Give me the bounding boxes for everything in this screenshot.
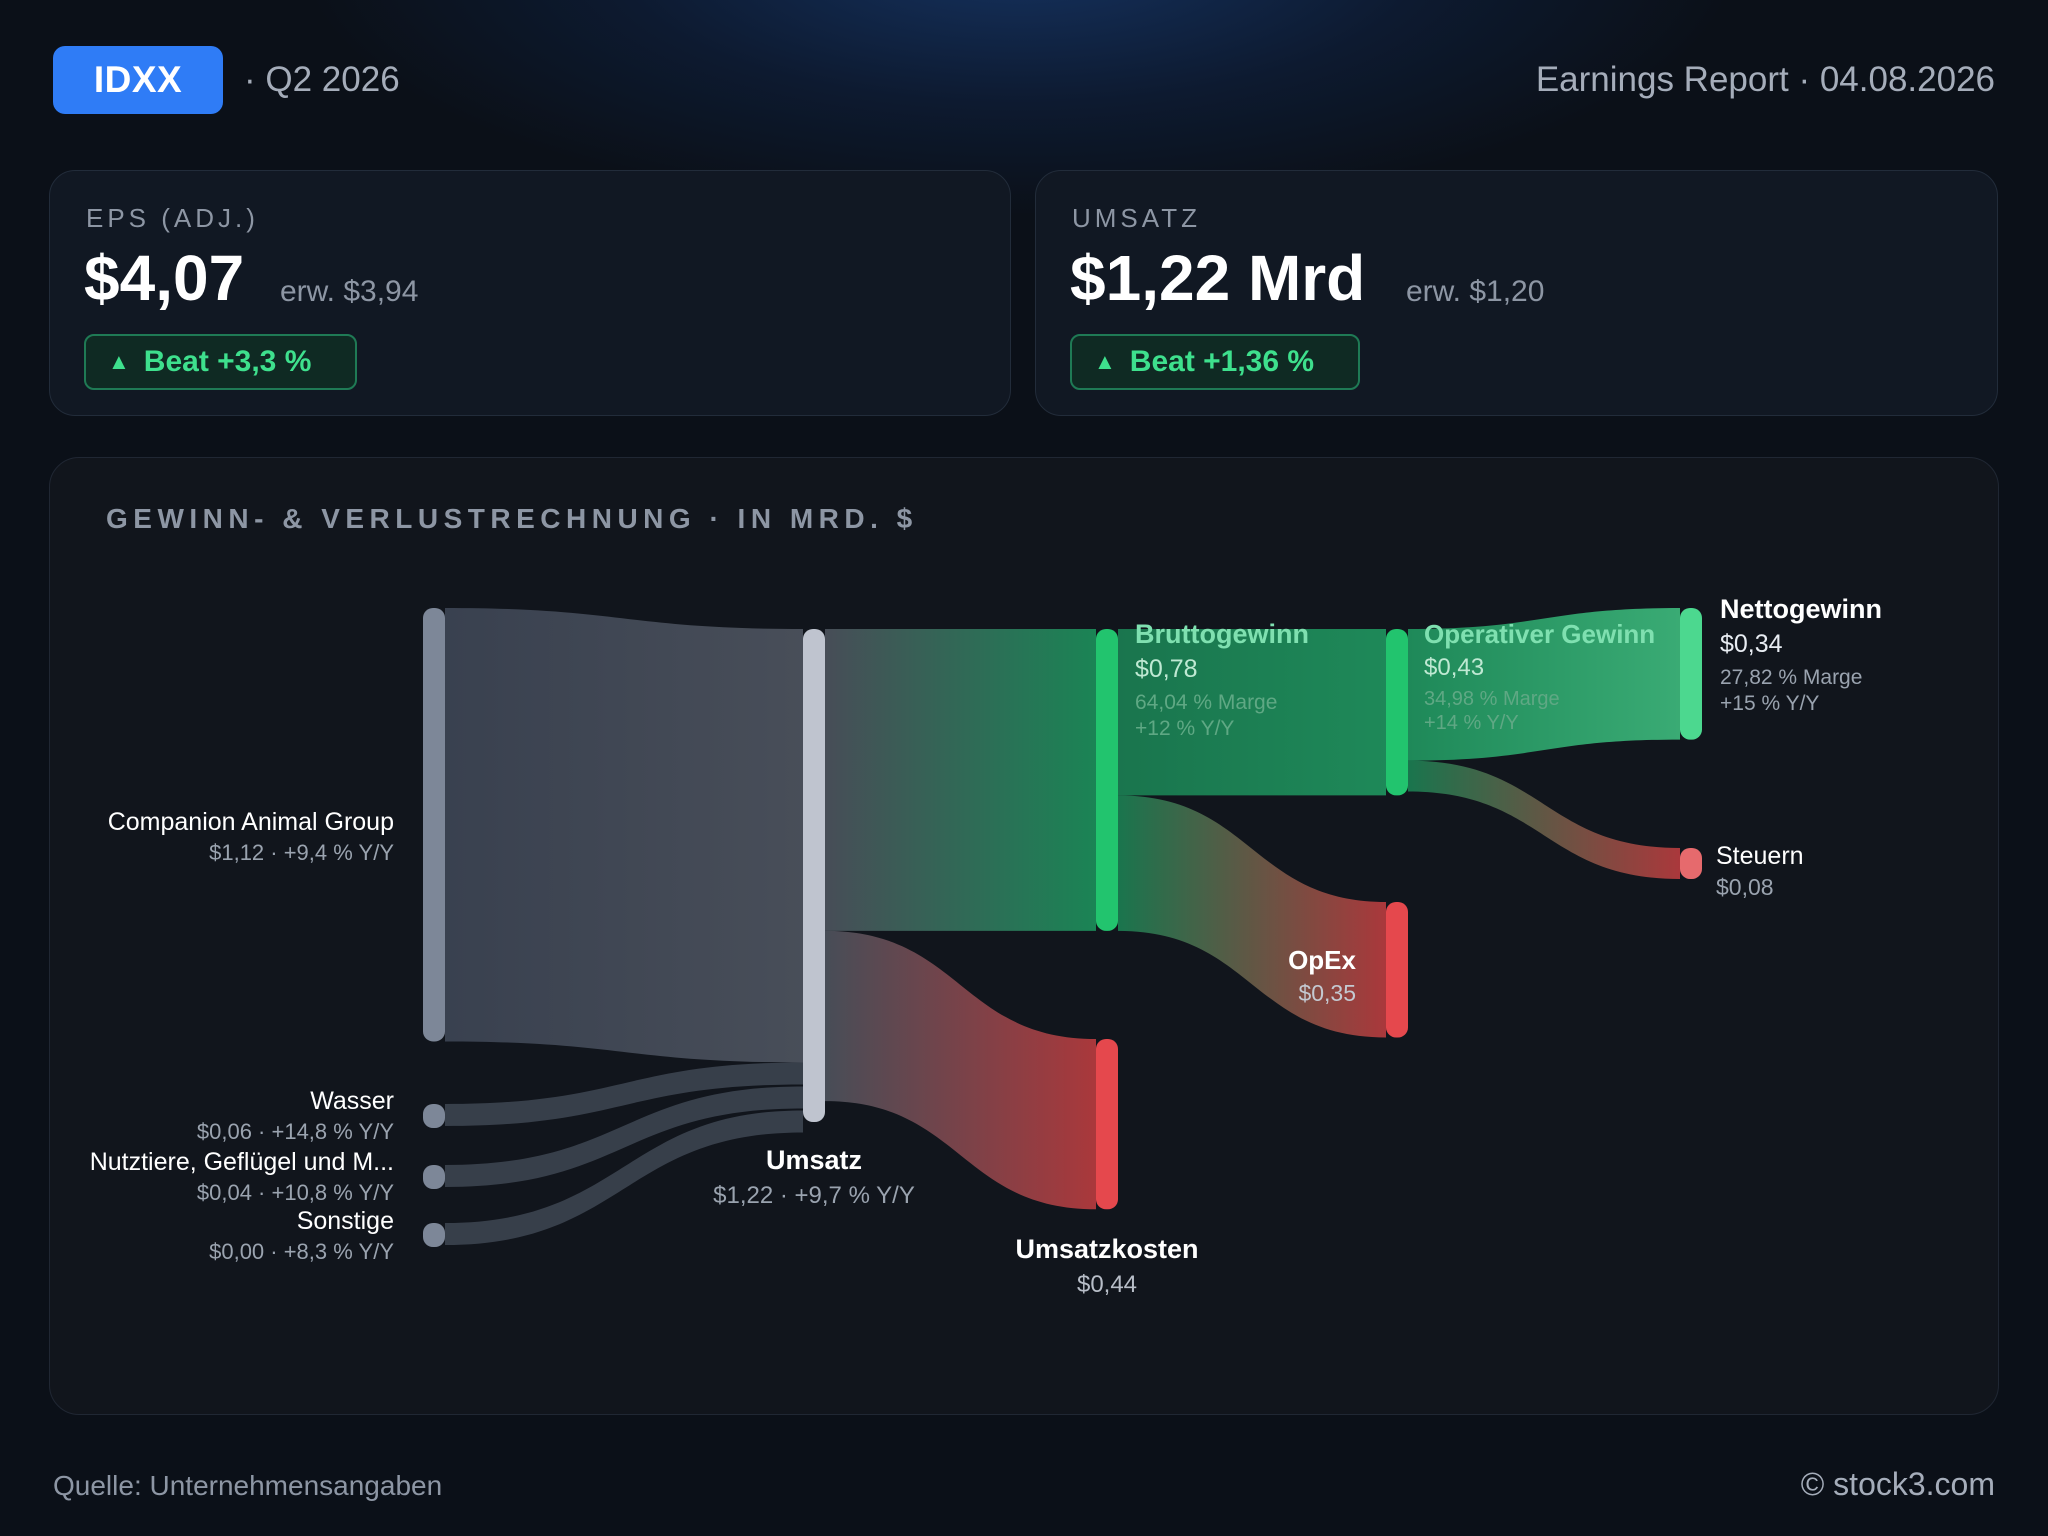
ticker-badge: IDXX bbox=[53, 46, 223, 114]
link-nutz-to-umsatz bbox=[445, 1086, 803, 1187]
link-opgew-to-steuern bbox=[1408, 760, 1680, 879]
label-nutz-detail: $0,04 · +10,8 % Y/Y bbox=[197, 1180, 394, 1205]
label-opgew-name: Operativer Gewinn bbox=[1424, 619, 1655, 649]
node-steuern bbox=[1680, 848, 1702, 879]
link-wasser-to-umsatz bbox=[445, 1062, 803, 1126]
revenue-beat-text: Beat +1,36 % bbox=[1129, 345, 1315, 378]
eps-value: $4,07 bbox=[84, 242, 245, 314]
eps-label: EPS (ADJ.) bbox=[86, 203, 259, 233]
label-steuern-name: Steuern bbox=[1716, 842, 1804, 870]
label-wasser-detail: $0,06 · +14,8 % Y/Y bbox=[197, 1119, 394, 1144]
label-opgew-margin: 34,98 % Marge bbox=[1424, 688, 1560, 710]
node-opex bbox=[1386, 902, 1408, 1038]
label-opgew-yoy: +14 % Y/Y bbox=[1424, 712, 1519, 734]
label-cag-name: Companion Animal Group bbox=[108, 808, 394, 836]
up-triangle-icon: ▲ bbox=[1094, 349, 1116, 374]
label-opex-name: OpEx bbox=[1288, 945, 1356, 975]
report-date: Earnings Report · 04.08.2026 bbox=[1535, 60, 1995, 99]
label-opgew-amount: $0,43 bbox=[1424, 654, 1484, 681]
link-brutto-to-opgew bbox=[1118, 629, 1386, 796]
label-steuern-amount: $0,08 bbox=[1716, 874, 1774, 900]
label-netto-margin: 27,82 % Marge bbox=[1720, 666, 1862, 689]
label-umsatz-name: Umsatz bbox=[766, 1145, 862, 1175]
label-netto-name: Nettogewinn bbox=[1720, 594, 1882, 624]
eps-expected: erw. $3,94 bbox=[280, 275, 419, 308]
link-sonst-to-umsatz bbox=[445, 1110, 803, 1245]
node-opgew bbox=[1386, 629, 1408, 796]
revenue-expected: erw. $1,20 bbox=[1406, 275, 1545, 308]
label-wasser-name: Wasser bbox=[310, 1087, 394, 1115]
link-cag-to-umsatz bbox=[445, 608, 803, 1063]
source-note: Quelle: Unternehmensangaben bbox=[53, 1470, 443, 1501]
label-netto-yoy: +15 % Y/Y bbox=[1720, 692, 1819, 715]
node-cag bbox=[423, 608, 445, 1042]
revenue-label: UMSATZ bbox=[1072, 203, 1201, 233]
label-sonst-name: Sonstige bbox=[297, 1207, 394, 1235]
node-netto bbox=[1680, 608, 1702, 740]
link-umsatz-to-kosten bbox=[825, 930, 1096, 1210]
label-nutz-name: Nutztiere, Geflügel und M... bbox=[90, 1148, 394, 1176]
eps-beat-text: Beat +3,3 % bbox=[143, 345, 312, 378]
link-opgew-to-netto bbox=[1408, 608, 1680, 761]
eps-beat-badge: ▲ Beat +3,3 % bbox=[84, 334, 358, 390]
up-triangle-icon: ▲ bbox=[108, 349, 130, 374]
node-umsatz bbox=[803, 629, 825, 1122]
copyright: © stock3.com bbox=[1800, 1466, 1995, 1502]
label-brutto-margin: 64,04 % Marge bbox=[1135, 691, 1277, 714]
label-kosten-name: Umsatzkosten bbox=[1015, 1234, 1198, 1264]
label-brutto-yoy: +12 % Y/Y bbox=[1135, 717, 1234, 740]
eps-card: EPS (ADJ.) $4,07 erw. $3,94 ▲ Beat +3,3 … bbox=[49, 170, 1011, 416]
node-kosten bbox=[1096, 1039, 1118, 1210]
link-umsatz-to-brutto bbox=[825, 629, 1096, 931]
node-brutto bbox=[1096, 629, 1118, 931]
revenue-card: UMSATZ $1,22 Mrd erw. $1,20 ▲ Beat +1,36… bbox=[1035, 170, 1998, 416]
label-sonst-detail: $0,00 · +8,3 % Y/Y bbox=[209, 1239, 394, 1264]
label-cag-detail: $1,12 · +9,4 % Y/Y bbox=[209, 840, 394, 865]
panel-title: GEWINN- & VERLUSTRECHNUNG · IN MRD. $ bbox=[106, 503, 918, 534]
label-opex-amount: $0,35 bbox=[1298, 980, 1356, 1006]
node-nutz bbox=[423, 1165, 445, 1189]
label-umsatz-detail: $1,22 · +9,7 % Y/Y bbox=[713, 1182, 915, 1209]
label-netto-amount: $0,34 bbox=[1720, 630, 1783, 658]
node-wasser bbox=[423, 1104, 445, 1128]
revenue-value: $1,22 Mrd bbox=[1070, 242, 1366, 314]
label-brutto-amount: $0,78 bbox=[1135, 655, 1198, 683]
link-brutto-to-opex bbox=[1118, 795, 1386, 1038]
node-sonst bbox=[423, 1223, 445, 1247]
revenue-beat-badge: ▲ Beat +1,36 % bbox=[1070, 334, 1361, 390]
label-kosten-amount: $0,44 bbox=[1077, 1271, 1137, 1298]
quarter-label: · Q2 2026 bbox=[244, 60, 400, 99]
label-brutto-name: Bruttogewinn bbox=[1135, 619, 1309, 649]
